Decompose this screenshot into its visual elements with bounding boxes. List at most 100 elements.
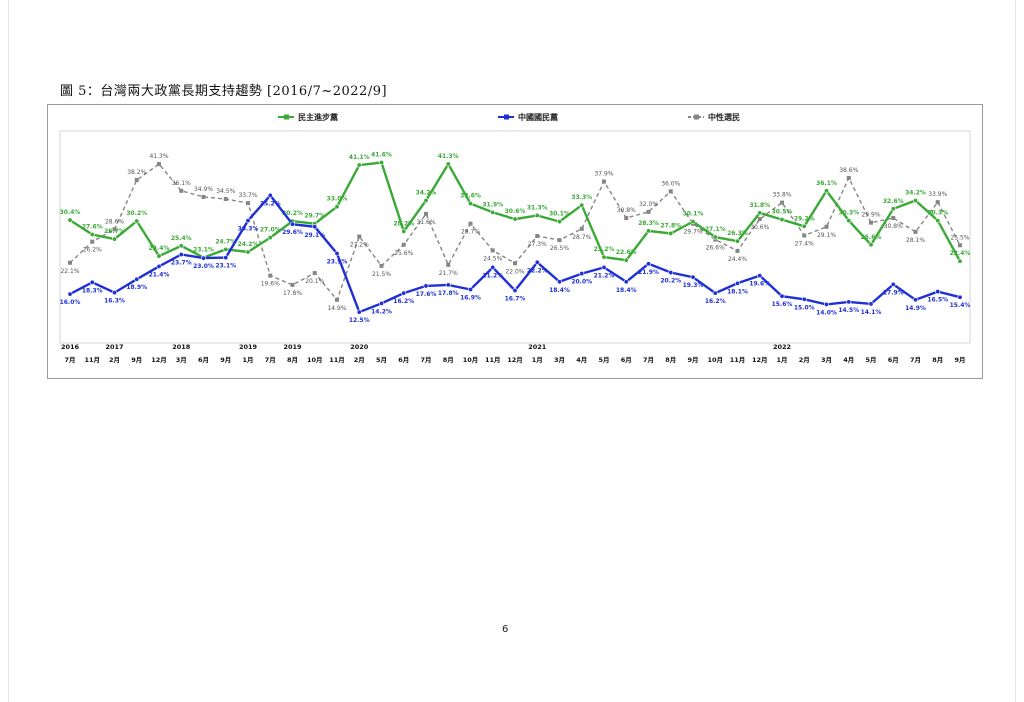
data-label: 30.2% [126, 210, 147, 217]
data-label: 33.0% [327, 196, 348, 203]
legend-label-0: 民主進步黨 [298, 112, 338, 122]
data-point [535, 234, 540, 239]
tick-label-year: 2021 [528, 343, 547, 351]
data-label: 20.2% [660, 278, 681, 285]
tick-label-month: 2月 [109, 356, 120, 364]
data-point [267, 192, 273, 198]
legend-marker-1 [504, 114, 509, 120]
data-point [601, 254, 607, 260]
data-label: 21.2% [482, 272, 503, 279]
data-label: 16.0% [60, 299, 81, 306]
data-label: 41.3% [149, 153, 168, 160]
data-label: 28.7% [572, 234, 591, 241]
tick-label-year: 2016 [61, 343, 80, 351]
tick-label-year: 2018 [172, 343, 191, 351]
data-label: 21.4% [149, 271, 170, 278]
data-point [178, 243, 184, 249]
data-point [334, 204, 340, 210]
data-label: 32.6% [883, 198, 904, 205]
data-label: 25.6% [861, 234, 882, 241]
data-label: 33.3% [571, 194, 592, 201]
data-label: 21.9% [638, 269, 659, 276]
tick-label-month: 3月 [554, 356, 565, 364]
data-point [246, 201, 250, 206]
data-point [223, 246, 229, 252]
tick-label-month: 11月 [485, 356, 501, 364]
data-point [156, 263, 162, 269]
data-label: 33.7% [238, 192, 257, 199]
data-point [579, 271, 585, 277]
data-label: 28.3% [638, 220, 659, 227]
tick-label-month: 11月 [84, 356, 100, 364]
data-point [890, 206, 896, 212]
data-label: 26.6% [706, 245, 725, 252]
tick-label-month: 7月 [643, 356, 654, 364]
data-point [89, 279, 95, 285]
data-point [178, 252, 184, 258]
data-point [156, 253, 162, 259]
tick-label-month: 1月 [242, 356, 253, 364]
data-label: 28.2% [393, 220, 414, 227]
data-label: 15.4% [950, 302, 971, 309]
tick-label-month: 2月 [799, 356, 810, 364]
data-point [157, 162, 161, 167]
data-label: 24.7% [215, 238, 236, 245]
data-point [846, 218, 852, 224]
data-label: 28.6% [105, 218, 124, 225]
tick-label-month: 4月 [576, 356, 587, 364]
data-point [690, 274, 696, 280]
tick-label-month: 1月 [532, 356, 543, 364]
data-label: 26.5% [550, 245, 569, 252]
data-point [846, 175, 851, 180]
data-point [734, 238, 740, 244]
data-point [490, 248, 495, 253]
tick-label-year: 2020 [350, 343, 369, 351]
data-label: 16.5% [927, 297, 948, 304]
data-label: 27.0% [260, 227, 281, 234]
tick-label-month: 7月 [420, 356, 431, 364]
data-point [645, 261, 651, 267]
data-label: 23.1% [215, 263, 236, 270]
data-point [513, 261, 517, 266]
data-point [467, 201, 473, 207]
data-point [779, 293, 785, 299]
data-label: 41.6% [371, 151, 392, 158]
tick-label-month: 7月 [64, 356, 75, 364]
data-label: 17.8% [283, 290, 302, 297]
data-label: 14.0% [816, 309, 837, 316]
data-label: 14.5% [838, 307, 859, 314]
data-point [67, 291, 73, 297]
data-label: 18.4% [616, 287, 637, 294]
data-point [468, 221, 473, 226]
tick-label-month: 1月 [776, 356, 787, 364]
tick-label-month: 10月 [307, 356, 323, 364]
data-point [401, 242, 406, 247]
data-label: 20.1% [305, 278, 324, 285]
data-label: 29.1% [304, 232, 325, 239]
data-point [868, 301, 874, 307]
figure-caption: 圖 5：台灣兩大政黨長期支持趨勢 [2016/7~2022/9] [60, 84, 388, 99]
data-label: 16.7% [505, 296, 526, 303]
data-point [335, 297, 339, 302]
data-point [668, 270, 674, 276]
data-label: 14.1% [861, 309, 882, 316]
data-label: 30.8% [884, 223, 903, 230]
data-label: 29.7% [461, 229, 480, 236]
tick-label-year: 2019 [239, 343, 258, 351]
data-point [223, 197, 228, 201]
data-label: 26.2% [83, 247, 102, 254]
data-label: 38.2% [127, 169, 146, 176]
data-label: 22.0% [505, 268, 524, 275]
data-point [579, 202, 585, 208]
data-point [401, 290, 407, 296]
series-layer: 22.1%26.2%28.6%38.2%41.3%36.1%34.9% 34.5%… [60, 151, 971, 324]
data-point [712, 290, 718, 296]
line-chart: 民主進步黨 中國國民黨 中性選民 22.1% 26.2% 28.6% 38.2% 41.3%… [59, 112, 971, 364]
data-label: 18.3% [82, 287, 103, 294]
data-point [490, 264, 496, 270]
data-point [378, 300, 384, 306]
data-label: 16.2% [705, 298, 726, 305]
tick-label-month: 3月 [821, 356, 832, 364]
data-point [445, 161, 451, 167]
plot-area [59, 130, 971, 344]
